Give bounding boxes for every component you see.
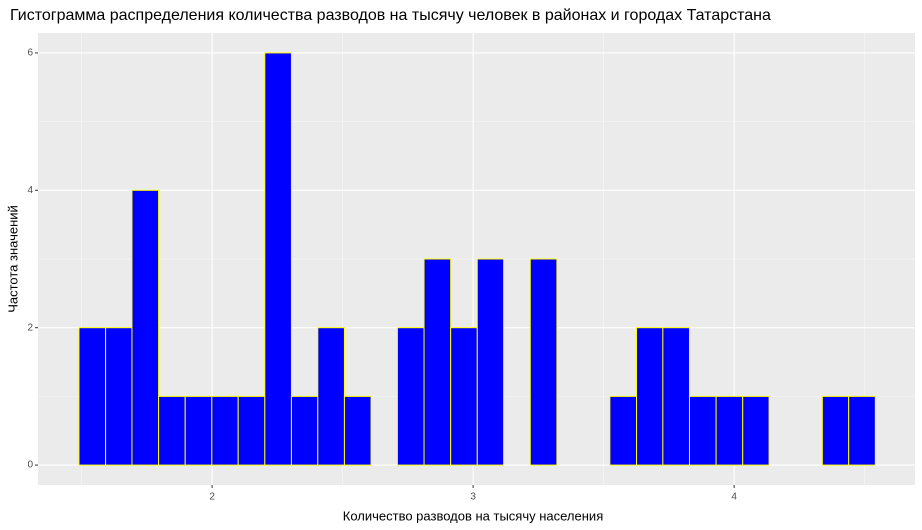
bar (158, 395, 186, 466)
bar (450, 327, 478, 466)
bar (715, 395, 744, 466)
bar (848, 395, 876, 466)
bar (742, 395, 770, 466)
bar (688, 395, 717, 466)
bar (343, 395, 372, 466)
bar (609, 395, 638, 466)
bar (423, 258, 452, 466)
bar (636, 327, 664, 466)
y-tick-label: 0 (27, 460, 33, 471)
bar (290, 395, 319, 466)
bar (184, 395, 213, 466)
x-tick-label: 2 (209, 492, 215, 503)
bar (476, 258, 505, 466)
y-tick-label: 6 (27, 48, 33, 59)
chart-title: Гистограмма распределения количества раз… (10, 7, 771, 24)
x-tick-label: 4 (731, 492, 737, 503)
bar (264, 52, 292, 466)
bar (105, 327, 133, 466)
bar (78, 327, 107, 466)
y-axis-label: Частота значений (5, 205, 20, 313)
x-tick-label: 3 (470, 492, 476, 503)
bar (237, 395, 266, 466)
y-tick-label: 2 (27, 322, 33, 333)
bar (529, 258, 558, 466)
bar (131, 189, 160, 466)
bar (662, 327, 690, 466)
bar (211, 395, 239, 466)
bar (317, 327, 345, 466)
bar (396, 327, 425, 466)
x-axis-label: Количество разводов на тысячу населения (343, 508, 603, 523)
bar (821, 395, 850, 466)
y-tick-label: 4 (27, 185, 33, 196)
